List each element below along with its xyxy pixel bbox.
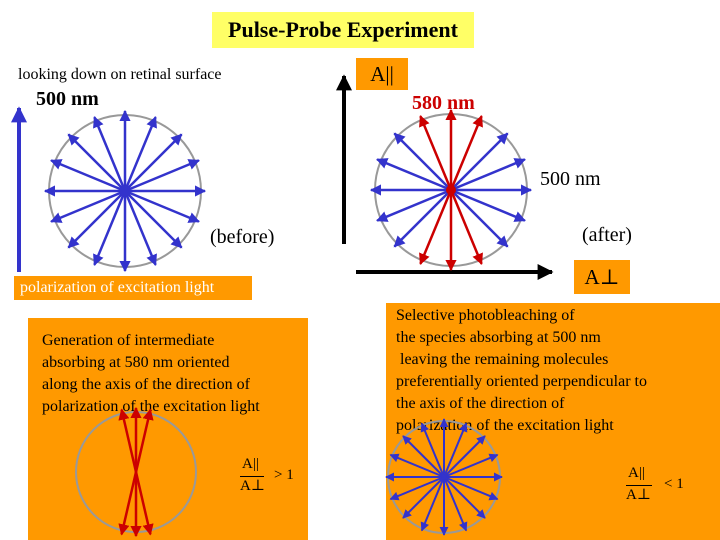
before-vector <box>124 159 200 193</box>
right-ratio-bar <box>626 485 652 486</box>
a-perp-label: A⊥ <box>574 260 630 294</box>
after-vector-blue <box>376 158 452 192</box>
wavelength-500-left: 500 nm <box>36 88 99 110</box>
right-panel-starburst <box>385 418 503 536</box>
subtitle: looking down on retinal surface <box>18 66 222 83</box>
after-vector-blue <box>450 132 509 191</box>
after-vector-red <box>419 189 453 265</box>
after-vector-red <box>449 189 483 265</box>
right-panel-text: Selective photobleaching of the species … <box>396 307 647 434</box>
before-vector <box>124 133 183 192</box>
after-vector-blue <box>393 132 452 191</box>
before-starburst <box>43 109 207 273</box>
right-panel-vector <box>443 476 486 519</box>
before-vector <box>123 190 157 266</box>
right-ratio-denominator: A⊥ <box>626 487 651 503</box>
left-ratio-numerator: A|| <box>242 456 259 472</box>
right-ratio-numerator: A|| <box>628 465 645 481</box>
before-vector <box>124 190 183 249</box>
right-panel-vector <box>443 476 499 501</box>
before-vector <box>124 189 200 223</box>
before-vector <box>50 189 126 223</box>
left-panel-vector <box>134 471 154 536</box>
after-vector-blue <box>450 188 526 222</box>
before-label: (before) <box>210 226 275 248</box>
right-panel-vector <box>443 435 486 478</box>
left-ratio-denominator: A⊥ <box>240 478 265 494</box>
before-vector <box>67 190 126 249</box>
before-center-dot <box>119 185 131 197</box>
before-vector <box>123 116 157 192</box>
polarization-label: polarization of excitation light <box>14 276 252 300</box>
before-vector <box>93 116 127 192</box>
left-panel: Generation of intermediate absorbing at … <box>28 318 308 540</box>
right-panel-vector <box>443 476 468 532</box>
right-panel-vector <box>443 453 499 478</box>
right-ratio-relation: < 1 <box>664 476 684 492</box>
after-vector-blue <box>376 188 452 222</box>
after-vector-blue <box>393 189 452 248</box>
after-vector-blue <box>450 158 526 192</box>
right-panel-vector <box>420 422 445 478</box>
right-panel-vector <box>420 476 445 532</box>
left-panel-text: Generation of intermediate absorbing at … <box>42 332 260 415</box>
a-parallel-label: A|| <box>356 58 408 90</box>
right-panel-vector <box>402 476 445 519</box>
left-panel-vector <box>118 408 138 473</box>
wavelength-500-right: 500 nm <box>540 168 601 190</box>
left-panel-starburst <box>75 406 197 538</box>
before-vector <box>67 133 126 192</box>
left-ratio-bar <box>240 476 264 477</box>
right-panel-vector <box>389 453 445 478</box>
after-vector-blue <box>450 189 509 248</box>
left-ratio-relation: > 1 <box>274 467 294 483</box>
left-panel-vector <box>118 471 138 536</box>
before-vector <box>50 159 126 193</box>
after-center-dot <box>446 185 456 195</box>
before-vector <box>93 190 127 266</box>
after-vector-red <box>449 115 483 191</box>
after-label: (after) <box>582 224 632 246</box>
right-panel-center-dot <box>441 474 447 480</box>
right-panel-vector <box>389 476 445 501</box>
right-panel-vector <box>443 422 468 478</box>
after-starburst <box>369 108 533 272</box>
left-panel-vector <box>134 408 154 473</box>
right-panel-vector <box>402 435 445 478</box>
after-vector-red <box>419 115 453 191</box>
page-title: Pulse-Probe Experiment <box>212 12 474 48</box>
wavelength-580: 580 nm <box>412 92 475 114</box>
